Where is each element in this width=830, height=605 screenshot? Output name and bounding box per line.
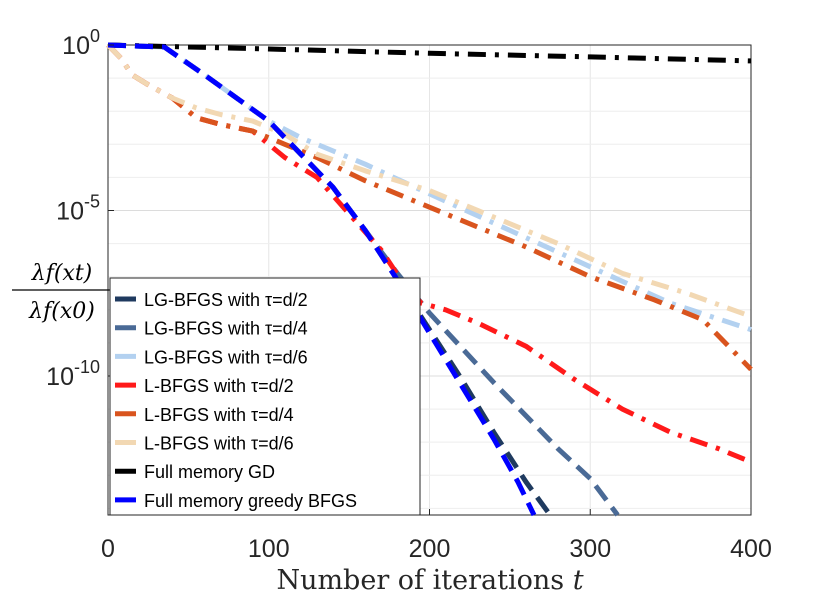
y-axis-label-numerator: λf(xt): [31, 261, 93, 286]
legend-label: LG-BFGS with τ=d/4: [144, 319, 308, 339]
x-axis-label: Number of iterations t: [276, 565, 583, 596]
legend: LG-BFGS with τ=d/2 LG-BFGS with τ=d/4 LG-B…: [109, 277, 421, 516]
legend-label: L-BFGS with τ=d/4: [144, 405, 294, 425]
legend-label: L-BFGS with τ=d/2: [144, 376, 294, 396]
series-layer: [106, 42, 753, 517]
y-tick-label: 10-5: [56, 191, 100, 225]
y-tick-label: 100: [62, 26, 100, 60]
legend-box: [109, 277, 421, 516]
legend-label: Full memory greedy BFGS: [144, 491, 357, 511]
series-line-8: [107, 42, 537, 517]
legend-label: LG-BFGS with τ=d/6: [144, 347, 308, 367]
legend-label: L-BFGS with τ=d/6: [144, 434, 294, 454]
y-axis-label: λf(xt) λf(x0): [12, 261, 112, 324]
x-tick-labels: 0 100 200 300 400: [101, 509, 772, 563]
legend-label: Full memory GD: [144, 462, 275, 482]
x-tick-label: 400: [730, 535, 772, 563]
x-tick-label: 300: [569, 535, 611, 563]
x-tick-label: 200: [409, 535, 451, 563]
x-tick-label: 0: [101, 535, 115, 563]
x-tick-label: 100: [248, 535, 290, 563]
series-line-7: [107, 42, 752, 64]
series-line-3: [107, 42, 752, 332]
y-axis-label-denominator: λf(x0): [28, 299, 95, 324]
y-tick-labels: 100 10-5 10-10: [46, 26, 114, 391]
legend-label: LG-BFGS with τ=d/2: [144, 290, 308, 310]
y-tick-label: 10-10: [46, 357, 100, 391]
